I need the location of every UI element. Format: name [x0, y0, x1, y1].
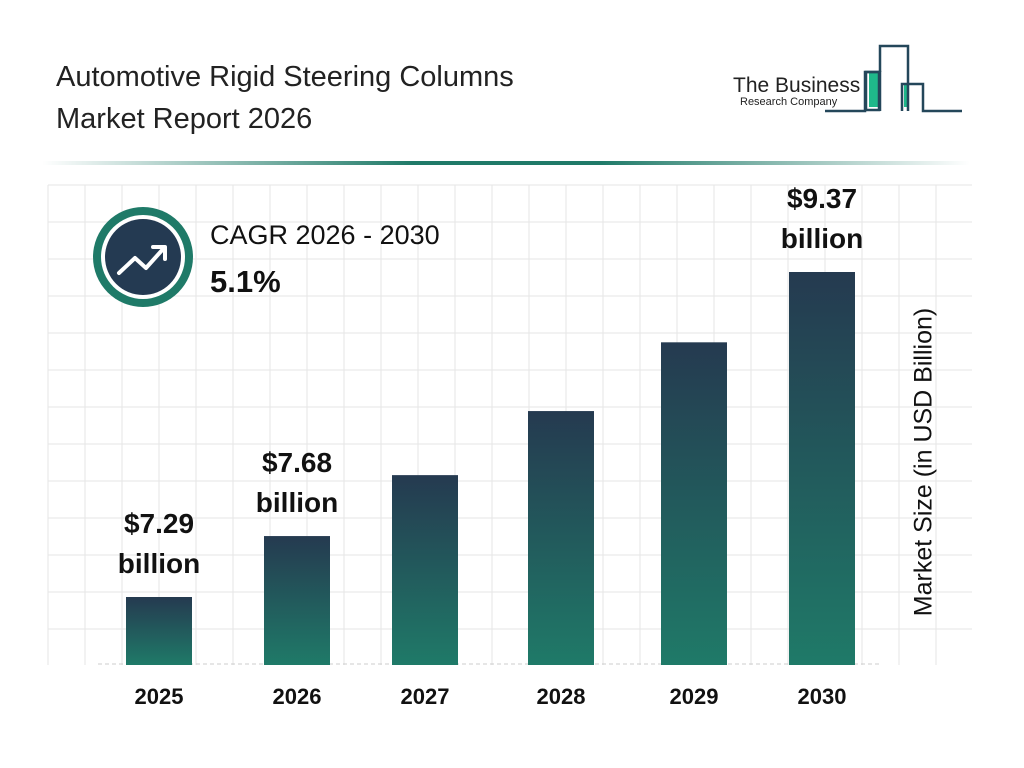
trending-up-icon — [117, 245, 167, 275]
data-label-value: $7.29 — [124, 508, 194, 539]
bars — [126, 272, 855, 665]
data-label-unit: billion — [781, 223, 863, 254]
data-label-value: $9.37 — [787, 183, 857, 214]
page-title: Automotive Rigid Steering Columns Market… — [56, 56, 514, 140]
header-divider — [42, 161, 970, 165]
x-tick-label: 2025 — [135, 684, 184, 709]
logo-text-sub: Research Company — [740, 96, 838, 108]
cagr-value: 5.1% — [210, 264, 281, 299]
bar-2027 — [392, 475, 458, 665]
x-tick-label: 2026 — [273, 684, 322, 709]
x-tick-label: 2027 — [401, 684, 450, 709]
bar-2029 — [661, 342, 727, 665]
data-label-value: $7.68 — [262, 447, 332, 478]
bar-2026 — [264, 536, 330, 665]
title-line-1: Automotive Rigid Steering Columns — [56, 61, 514, 93]
logo-buildings-icon — [825, 44, 962, 113]
bar-2030 — [789, 272, 855, 665]
logo-text-main: The Business — [733, 74, 861, 97]
cagr-label: CAGR 2026 - 2030 — [210, 220, 440, 250]
data-label-unit: billion — [256, 487, 338, 518]
x-tick-labels: 2025 2026 2027 2028 2029 2030 — [135, 684, 847, 709]
cagr-badge — [93, 207, 193, 307]
y-axis-label: Market Size (in USD Billion) — [909, 307, 938, 617]
x-tick-label: 2028 — [537, 684, 586, 709]
bar-2025 — [126, 597, 192, 665]
x-tick-label: 2029 — [670, 684, 719, 709]
title-line-2: Market Report 2026 — [56, 103, 313, 135]
company-logo: The Business Research Company — [730, 44, 965, 116]
data-label-unit: billion — [118, 548, 200, 579]
bar-2028 — [528, 411, 594, 665]
x-tick-label: 2030 — [798, 684, 847, 709]
data-labels: $7.29 billion $7.68 billion $9.37 billion — [118, 183, 863, 579]
